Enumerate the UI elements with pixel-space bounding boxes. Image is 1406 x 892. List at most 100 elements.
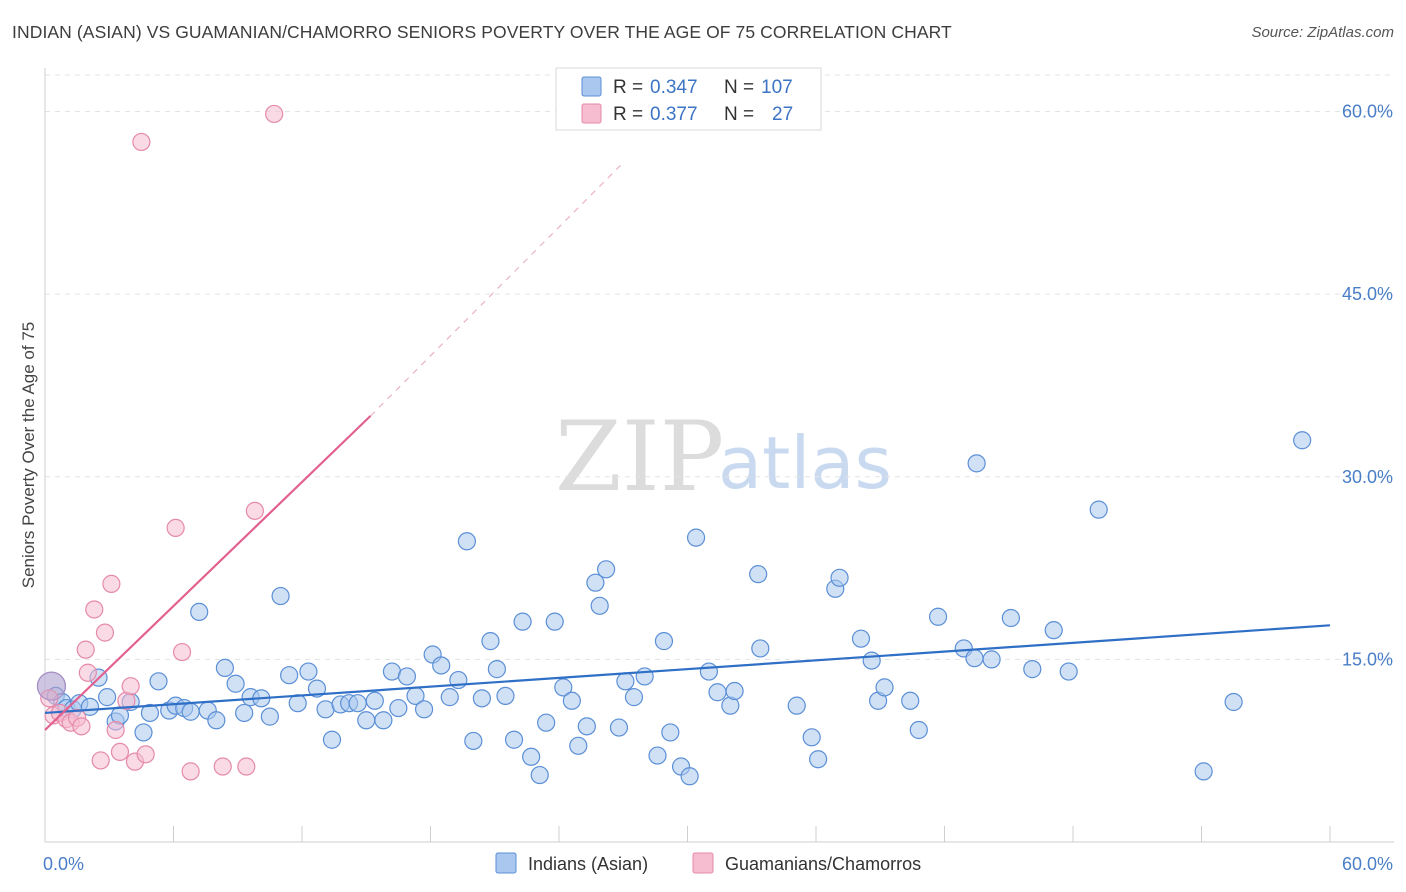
point-indian-91 xyxy=(862,651,881,670)
point-indian-23 xyxy=(226,674,245,693)
point-indian-99 xyxy=(967,454,986,473)
point-indian-102 xyxy=(1023,660,1042,679)
source-credit: Source: ZipAtlas.com xyxy=(1251,24,1394,41)
point-indian-39 xyxy=(365,691,384,710)
point-indian-62 xyxy=(554,678,573,697)
y-tick-label-2: 45.0% xyxy=(1342,284,1393,304)
point-indian-40 xyxy=(374,711,393,730)
watermark-zip: ZIP xyxy=(555,401,724,513)
legend-n-value-1: 107 xyxy=(761,77,793,98)
legend-r-value-1: 0.347 xyxy=(650,77,698,98)
legend-n-label-1: N = xyxy=(724,77,754,98)
point-indian-21 xyxy=(207,711,226,730)
point-indian-42 xyxy=(389,698,408,718)
point-indian-100 xyxy=(982,650,1001,669)
series-guamanians-chamorros xyxy=(36,104,284,781)
point-indian-67 xyxy=(590,596,609,615)
point-indian-47 xyxy=(432,656,451,675)
point-indian-83 xyxy=(749,565,768,584)
bottom-legend-label-indians: Indians (Asian) xyxy=(528,854,648,874)
trend-lines xyxy=(44,162,1331,731)
point-indian-108 xyxy=(1293,431,1312,450)
point-indian-12 xyxy=(134,723,153,742)
point-indian-58 xyxy=(522,747,541,766)
x-tick-label-1: 60.0% xyxy=(1342,854,1393,874)
point-indian-106 xyxy=(1194,762,1213,781)
series-indians-asian xyxy=(36,431,1312,786)
legend-n-value-2: 27 xyxy=(772,104,793,125)
point-guam-11 xyxy=(95,623,115,642)
point-indian-57 xyxy=(513,612,532,631)
point-indian-105 xyxy=(1089,500,1108,519)
legend-swatch-guamanians xyxy=(581,103,602,124)
point-guam-26 xyxy=(265,104,284,124)
legend-r-value-2: 0.377 xyxy=(650,104,698,125)
point-indian-51 xyxy=(464,731,483,751)
point-guam-19 xyxy=(132,132,151,152)
point-indian-98 xyxy=(965,649,984,668)
point-indian-82 xyxy=(725,681,744,701)
legend-r-label-1: R = xyxy=(613,77,643,98)
point-indian-48 xyxy=(440,688,459,707)
point-indian-77 xyxy=(680,767,699,786)
y-tick-labels: 15.0% 30.0% 45.0% 60.0% xyxy=(1342,102,1393,670)
point-guam-8 xyxy=(78,663,97,682)
point-indian-71 xyxy=(624,688,644,707)
point-indian-104 xyxy=(1059,662,1078,681)
point-indian-29 xyxy=(280,666,299,685)
point-indian-86 xyxy=(802,728,821,747)
point-indian-74 xyxy=(654,632,674,651)
bottom-legend-label-guamanians: Guamanians/Chamorros xyxy=(725,854,921,874)
chart-title: INDIAN (ASIAN) VS GUAMANIAN/CHAMORRO SEN… xyxy=(12,22,952,42)
point-guam-overlap xyxy=(36,671,66,701)
y-tick-label-1: 30.0% xyxy=(1342,467,1393,487)
point-indian-90 xyxy=(851,629,871,648)
point-guam-16 xyxy=(121,677,140,696)
point-indian-96 xyxy=(928,607,948,626)
point-guam-12 xyxy=(102,574,121,593)
point-indian-14 xyxy=(149,672,168,691)
point-indian-19 xyxy=(190,602,209,622)
point-indian-43 xyxy=(397,667,417,686)
trend-line-indians xyxy=(44,624,1331,715)
point-indian-61 xyxy=(545,612,564,631)
point-guam-13 xyxy=(106,720,125,740)
point-indian-66 xyxy=(586,573,605,592)
bottom-legend: Indians (Asian) Guamanians/Chamorros xyxy=(495,852,921,874)
point-indian-73 xyxy=(648,746,667,765)
point-indian-72 xyxy=(635,667,654,686)
point-indian-80 xyxy=(708,683,727,702)
point-guam-7 xyxy=(76,640,95,659)
point-indian-31 xyxy=(299,662,318,681)
point-indian-89 xyxy=(830,568,849,587)
point-guam-18 xyxy=(136,745,155,764)
point-indian-64 xyxy=(569,736,588,755)
point-indian-70 xyxy=(616,672,635,691)
point-guam-14 xyxy=(110,742,130,762)
point-indian-84 xyxy=(751,639,770,658)
point-indian-69 xyxy=(609,718,629,737)
point-guam-10 xyxy=(91,751,110,770)
point-indian-8 xyxy=(98,688,117,707)
trend-line-guamanians xyxy=(44,415,372,731)
point-indian-101 xyxy=(1001,608,1020,628)
point-indian-22 xyxy=(215,658,234,678)
legend: R = 0.347 N = 107 R = 0.377 N = 27 xyxy=(555,67,822,131)
x-tick-label-0: 0.0% xyxy=(43,854,84,874)
point-guam-6 xyxy=(72,717,91,736)
watermark-atlas: atlas xyxy=(718,421,892,505)
trend-line-guamanians-extension xyxy=(370,162,624,417)
bottom-legend-swatch-indians xyxy=(495,852,517,874)
point-indian-79 xyxy=(699,662,719,681)
point-indian-60 xyxy=(537,713,556,732)
point-indian-78 xyxy=(686,528,706,547)
point-guam-24 xyxy=(237,757,256,776)
point-indian-85 xyxy=(787,696,806,715)
legend-swatch-indians xyxy=(581,76,602,97)
point-indian-54 xyxy=(487,660,506,679)
point-indian-75 xyxy=(661,723,680,742)
point-indian-52 xyxy=(472,689,491,708)
x-tick-labels: 0.0% 60.0% xyxy=(43,854,1393,874)
watermark: ZIP atlas xyxy=(555,401,892,513)
